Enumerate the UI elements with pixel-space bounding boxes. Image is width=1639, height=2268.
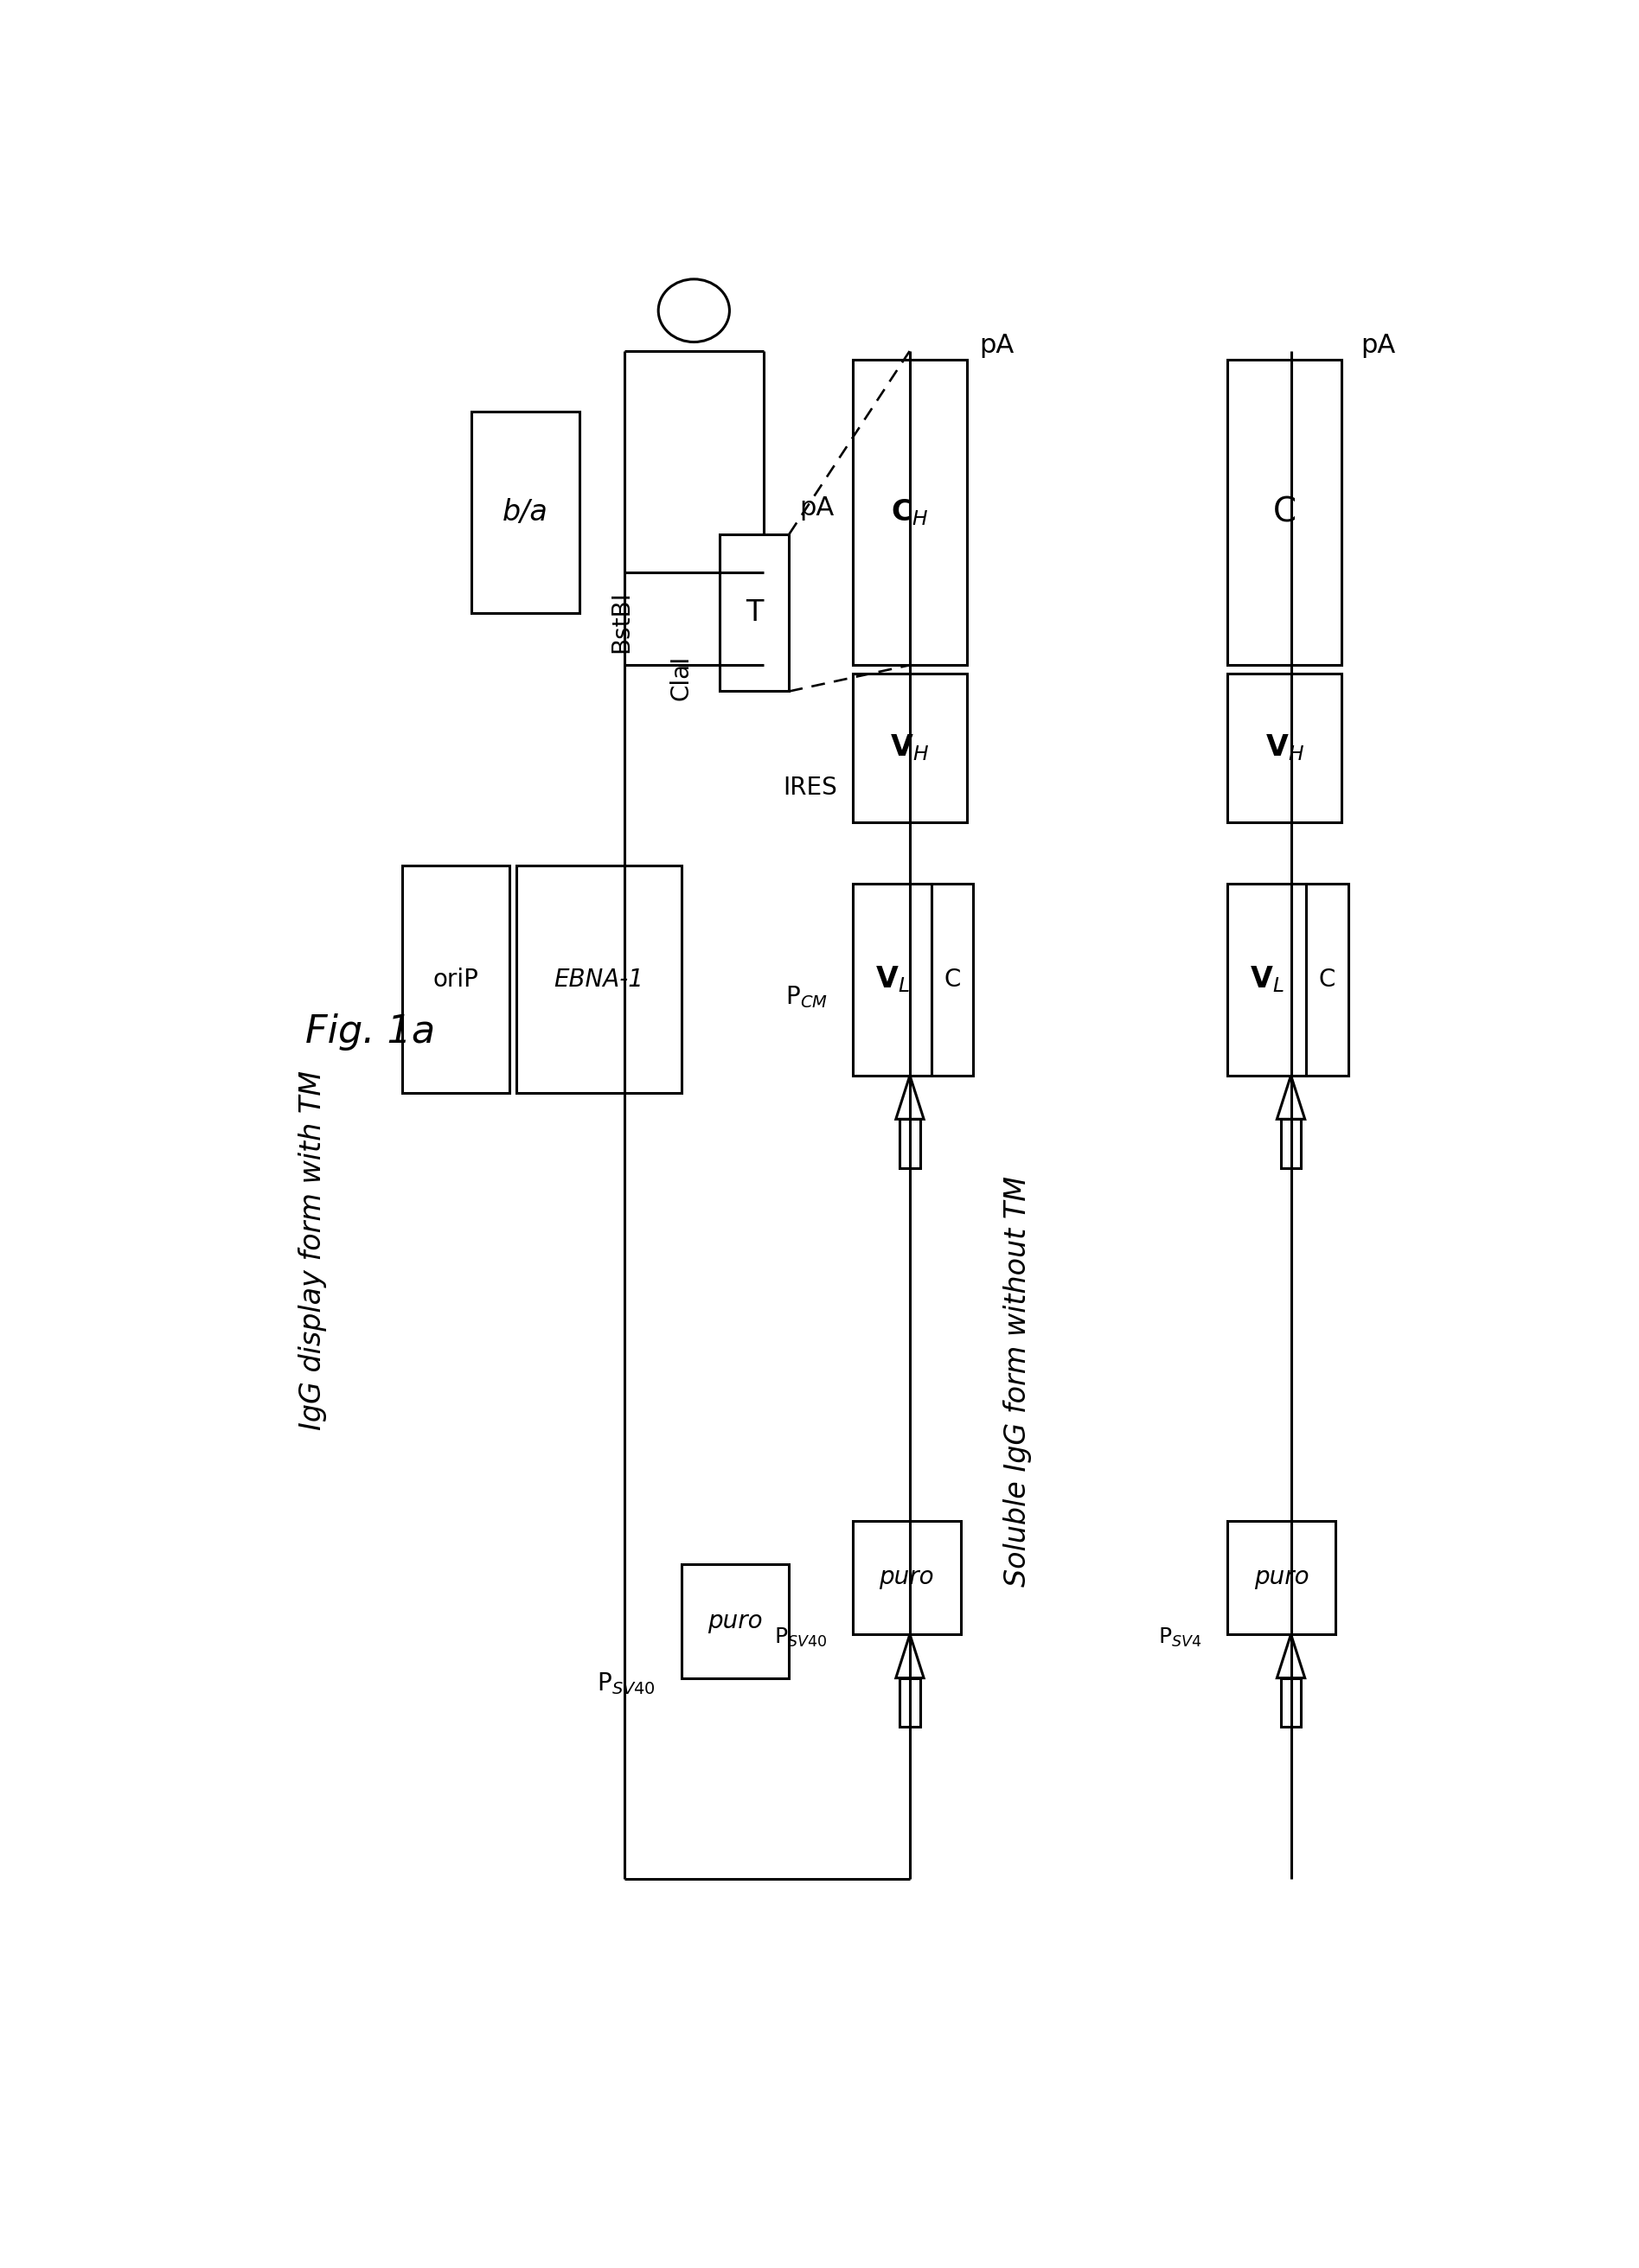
Text: C: C <box>1319 968 1336 991</box>
Text: puro: puro <box>879 1565 934 1590</box>
Bar <box>852 358 967 665</box>
Text: P$_{SV4}$: P$_{SV4}$ <box>1159 1626 1201 1649</box>
Bar <box>931 882 974 1075</box>
Bar <box>720 535 790 692</box>
Polygon shape <box>1277 1075 1305 1118</box>
Text: T: T <box>746 599 764 626</box>
Text: V$_H$: V$_H$ <box>890 733 929 762</box>
Text: Fig. 1a: Fig. 1a <box>305 1014 434 1050</box>
Bar <box>1228 674 1342 823</box>
Bar <box>1228 882 1306 1075</box>
Text: C$_H$: C$_H$ <box>892 497 929 526</box>
Bar <box>900 1118 919 1168</box>
Text: BstBI: BstBI <box>610 590 634 653</box>
Text: b/a: b/a <box>503 499 549 526</box>
Bar <box>852 674 967 823</box>
Text: puro: puro <box>708 1608 762 1633</box>
Polygon shape <box>897 1075 924 1118</box>
Text: IgG display form with TM: IgG display form with TM <box>298 1070 328 1429</box>
Text: C: C <box>1274 497 1296 528</box>
Text: C: C <box>944 968 960 991</box>
Text: Soluble IgG form without TM: Soluble IgG form without TM <box>1003 1175 1033 1585</box>
Polygon shape <box>897 1635 924 1678</box>
Text: puro: puro <box>1254 1565 1310 1590</box>
Bar <box>472 413 580 612</box>
Bar <box>1280 1678 1301 1726</box>
Ellipse shape <box>659 279 729 342</box>
Bar <box>852 882 931 1075</box>
Bar <box>516 866 682 1093</box>
Bar <box>1228 1522 1336 1635</box>
Bar <box>852 1522 960 1635</box>
Bar <box>682 1565 790 1678</box>
Bar <box>1228 358 1342 665</box>
Text: EBNA-1: EBNA-1 <box>554 968 644 991</box>
Text: V$_L$: V$_L$ <box>875 964 910 993</box>
Text: oriP: oriP <box>433 968 479 991</box>
Text: pA: pA <box>1360 333 1395 358</box>
Bar <box>900 1678 919 1726</box>
Text: pA: pA <box>800 494 834 519</box>
Bar <box>1280 1118 1301 1168</box>
Text: P$_{SV40}$: P$_{SV40}$ <box>774 1626 828 1649</box>
Bar <box>402 866 510 1093</box>
Text: P$_{CM}$: P$_{CM}$ <box>785 984 828 1009</box>
Text: V$_H$: V$_H$ <box>1265 733 1305 762</box>
Text: ClaI: ClaI <box>669 655 693 701</box>
Text: V$_L$: V$_L$ <box>1249 964 1283 993</box>
Text: IRES: IRES <box>783 776 838 798</box>
Bar <box>1306 882 1347 1075</box>
Polygon shape <box>1277 1635 1305 1678</box>
Text: pA: pA <box>980 333 1015 358</box>
Text: P$_{SV40}$: P$_{SV40}$ <box>597 1669 656 1696</box>
